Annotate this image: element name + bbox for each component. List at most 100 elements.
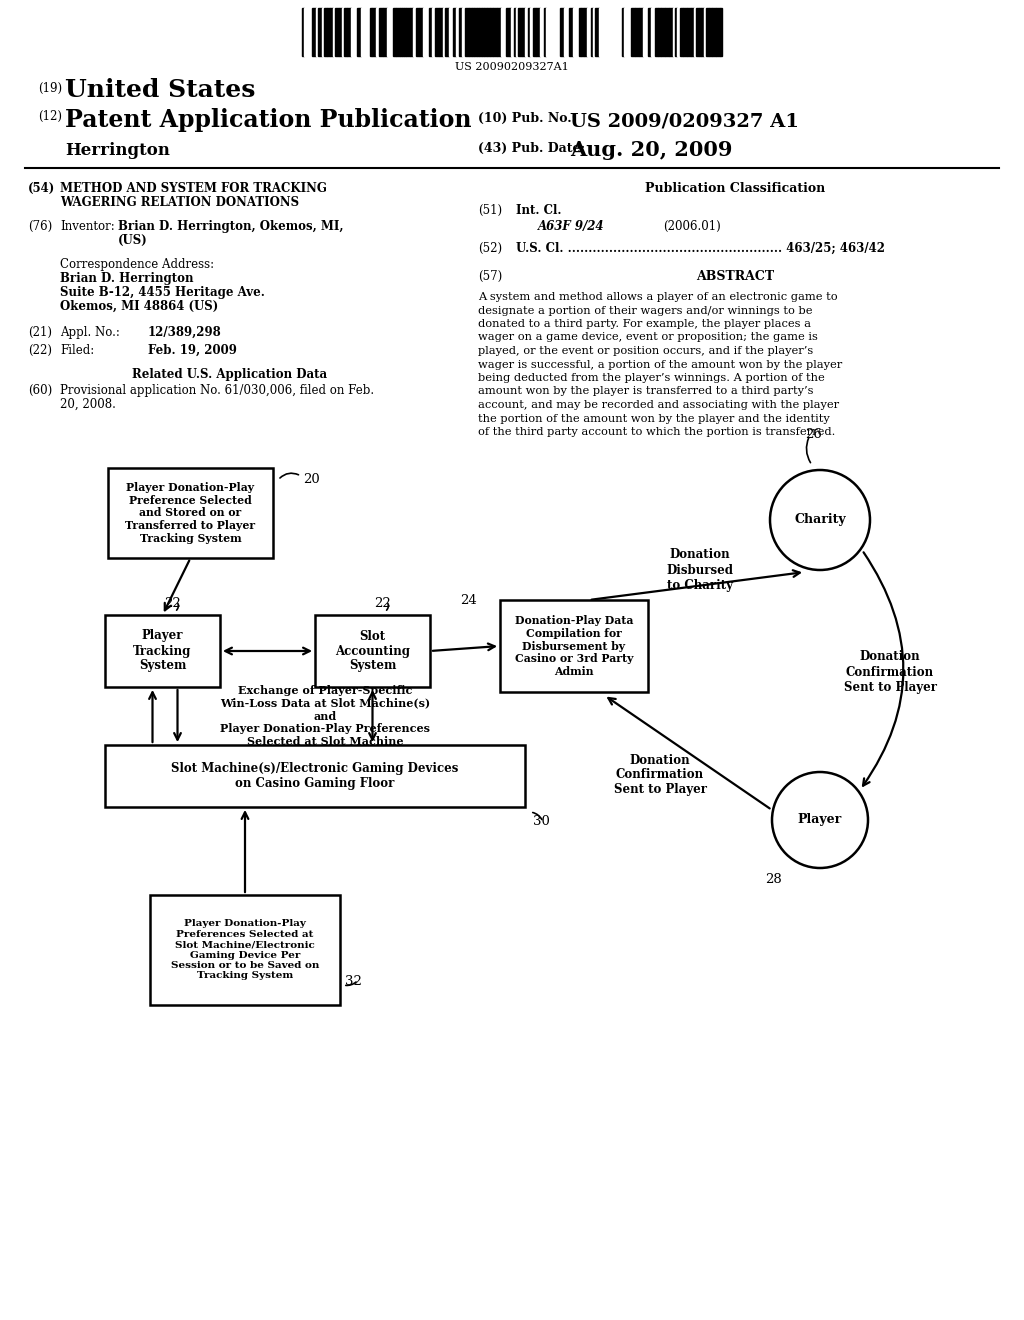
Bar [443, 8, 445, 55]
Bar [344, 8, 347, 55]
Bar [587, 8, 591, 55]
Bar [712, 8, 716, 55]
Bar [383, 8, 387, 55]
FancyBboxPatch shape [500, 601, 648, 692]
Text: Brian D. Herrington, Okemos, MI,: Brian D. Herrington, Okemos, MI, [118, 220, 343, 234]
Bar [609, 8, 612, 55]
Text: donated to a third party. For example, the player places a: donated to a third party. For example, t… [478, 319, 811, 329]
Circle shape [772, 772, 868, 869]
Bar [435, 8, 439, 55]
Text: A system and method allows a player of an electronic game to: A system and method allows a player of a… [478, 292, 838, 302]
Text: Patent Application Publication: Patent Application Publication [65, 108, 471, 132]
Text: U.S. Cl. .................................................... 463/25; 463/42: U.S. Cl. ...............................… [516, 242, 885, 255]
Text: Donation
Disbursed
to Charity: Donation Disbursed to Charity [667, 549, 733, 591]
Bar [675, 8, 677, 55]
Text: designate a portion of their wagers and/or winnings to be: designate a portion of their wagers and/… [478, 305, 812, 315]
Bar [551, 8, 553, 55]
Bar [342, 8, 344, 55]
Bar [391, 8, 393, 55]
Text: (US): (US) [118, 234, 147, 247]
Text: of the third party account to which the portion is transferred.: of the third party account to which the … [478, 426, 836, 437]
Text: Player: Player [798, 813, 842, 826]
Text: (21): (21) [28, 326, 52, 339]
Text: (22): (22) [28, 345, 52, 356]
Bar [606, 8, 609, 55]
Text: (57): (57) [478, 271, 502, 282]
Text: METHOD AND SYSTEM FOR TRACKING: METHOD AND SYSTEM FOR TRACKING [60, 182, 327, 195]
Text: Brian D. Herrington: Brian D. Herrington [60, 272, 194, 285]
Bar [400, 8, 402, 55]
FancyBboxPatch shape [150, 895, 340, 1005]
Bar [648, 8, 651, 55]
Bar [445, 8, 449, 55]
Text: (76): (76) [28, 220, 52, 234]
Bar [691, 8, 694, 55]
Text: Slot
Accounting
System: Slot Accounting System [335, 630, 410, 672]
Text: United States: United States [65, 78, 255, 102]
Bar [694, 8, 696, 55]
Bar [439, 8, 443, 55]
Bar [622, 8, 624, 55]
Bar [477, 8, 479, 55]
Bar [459, 8, 462, 55]
Text: Player Donation-Play
Preferences Selected at
Slot Machine/Electronic
Gaming Devi: Player Donation-Play Preferences Selecte… [171, 920, 319, 981]
Bar [353, 8, 357, 55]
FancyBboxPatch shape [108, 469, 273, 558]
Bar [599, 8, 603, 55]
Text: Okemos, MI 48864 (US): Okemos, MI 48864 (US) [60, 300, 218, 313]
Bar [522, 8, 525, 55]
Text: Publication Classification: Publication Classification [645, 182, 825, 195]
Bar [469, 8, 472, 55]
Bar [416, 8, 419, 55]
Bar [506, 8, 509, 55]
Bar [612, 8, 614, 55]
Bar [361, 8, 364, 55]
Bar [584, 8, 587, 55]
Bar [327, 8, 330, 55]
Bar [614, 8, 617, 55]
Bar [462, 8, 465, 55]
Bar [426, 8, 429, 55]
Bar [423, 8, 426, 55]
Bar [665, 8, 669, 55]
Bar [573, 8, 575, 55]
Text: Player
Tracking
System: Player Tracking System [133, 630, 191, 672]
Bar [593, 8, 595, 55]
Bar [484, 8, 487, 55]
Bar [528, 8, 530, 55]
Bar [511, 8, 514, 55]
Text: (43) Pub. Date:: (43) Pub. Date: [478, 143, 585, 154]
Bar [302, 8, 304, 55]
Bar [306, 8, 308, 55]
Bar [429, 8, 432, 55]
Bar [318, 8, 322, 55]
Bar [548, 8, 551, 55]
Bar [367, 8, 370, 55]
Bar [330, 8, 333, 55]
Bar [410, 8, 413, 55]
Bar [453, 8, 456, 55]
Bar [575, 8, 579, 55]
Bar [639, 8, 643, 55]
Bar [564, 8, 566, 55]
Bar [620, 8, 622, 55]
Bar [701, 8, 705, 55]
Text: Charity: Charity [795, 513, 846, 527]
Text: 24: 24 [460, 594, 477, 607]
Text: 20, 2008.: 20, 2008. [60, 399, 116, 411]
Text: the portion of the amount won by the player and the identity: the portion of the amount won by the pla… [478, 413, 829, 424]
Text: wager on a game device, event or proposition; the game is: wager on a game device, event or proposi… [478, 333, 818, 342]
Text: 26: 26 [805, 428, 822, 441]
Bar [544, 8, 546, 55]
Bar [534, 8, 536, 55]
FancyBboxPatch shape [315, 615, 430, 686]
Bar [501, 8, 503, 55]
Bar [540, 8, 544, 55]
Bar [465, 8, 469, 55]
Text: Filed:: Filed: [60, 345, 94, 356]
Bar [673, 8, 675, 55]
Bar [302, 8, 722, 55]
Text: (19): (19) [38, 82, 62, 95]
Text: Herrington: Herrington [65, 143, 170, 158]
Text: (10) Pub. No.:: (10) Pub. No.: [478, 112, 577, 125]
